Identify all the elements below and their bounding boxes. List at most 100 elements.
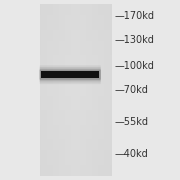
Bar: [40, 136, 112, 139]
Bar: [40, 130, 112, 133]
Bar: [40, 61, 112, 64]
Bar: [40, 27, 112, 30]
Bar: [65, 4, 66, 176]
Bar: [40, 38, 112, 41]
Bar: [40, 110, 112, 113]
Bar: [40, 18, 112, 21]
Bar: [98, 4, 100, 176]
Bar: [40, 64, 112, 67]
Text: —130kd: —130kd: [114, 35, 154, 45]
Text: —55kd: —55kd: [114, 116, 148, 127]
Bar: [40, 107, 112, 110]
Bar: [86, 4, 88, 176]
Bar: [79, 4, 80, 176]
Bar: [40, 122, 112, 125]
Bar: [40, 12, 112, 15]
Bar: [62, 4, 64, 176]
Bar: [40, 90, 112, 93]
Bar: [40, 113, 112, 116]
Text: —170kd: —170kd: [114, 11, 154, 21]
Bar: [40, 73, 112, 76]
Bar: [73, 4, 74, 176]
Bar: [40, 41, 112, 44]
Bar: [74, 4, 76, 176]
Text: —100kd: —100kd: [114, 61, 154, 71]
Bar: [44, 4, 46, 176]
Bar: [40, 84, 112, 87]
Bar: [42, 4, 43, 176]
Bar: [40, 76, 112, 78]
FancyBboxPatch shape: [40, 65, 101, 84]
Bar: [107, 4, 108, 176]
Bar: [40, 50, 112, 53]
Bar: [40, 156, 112, 159]
Bar: [85, 4, 86, 176]
Bar: [40, 53, 112, 55]
Bar: [71, 4, 72, 176]
Bar: [40, 30, 112, 32]
Bar: [40, 102, 112, 104]
Bar: [40, 58, 112, 61]
Bar: [52, 4, 53, 176]
Bar: [40, 67, 112, 70]
Bar: [77, 4, 78, 176]
Bar: [46, 4, 47, 176]
Bar: [88, 4, 89, 176]
Bar: [40, 6, 112, 9]
Bar: [40, 153, 112, 156]
Bar: [40, 125, 112, 127]
Bar: [59, 4, 60, 176]
Bar: [82, 4, 83, 176]
Bar: [40, 35, 112, 38]
Bar: [70, 4, 71, 176]
FancyBboxPatch shape: [41, 71, 99, 78]
Bar: [92, 4, 94, 176]
Bar: [40, 127, 112, 130]
Bar: [72, 4, 73, 176]
Bar: [104, 4, 106, 176]
Bar: [76, 4, 77, 176]
Bar: [66, 4, 67, 176]
Bar: [94, 4, 95, 176]
Bar: [41, 4, 42, 176]
Bar: [61, 4, 62, 176]
Bar: [78, 4, 79, 176]
Bar: [40, 47, 112, 50]
Bar: [43, 4, 44, 176]
Bar: [56, 4, 58, 176]
Bar: [95, 4, 96, 176]
Bar: [40, 81, 112, 84]
Bar: [40, 21, 112, 24]
Bar: [40, 133, 112, 136]
Bar: [103, 4, 104, 176]
Bar: [40, 4, 112, 6]
Bar: [40, 4, 41, 176]
Bar: [97, 4, 98, 176]
Bar: [48, 4, 49, 176]
Bar: [40, 78, 112, 81]
Bar: [49, 4, 50, 176]
Bar: [50, 4, 52, 176]
Bar: [100, 4, 101, 176]
Bar: [102, 4, 103, 176]
Bar: [40, 96, 112, 99]
Bar: [40, 148, 112, 150]
Bar: [40, 119, 112, 122]
Bar: [106, 4, 107, 176]
Bar: [40, 44, 112, 47]
Bar: [54, 4, 55, 176]
Bar: [40, 168, 112, 171]
Bar: [89, 4, 90, 176]
Bar: [40, 150, 112, 153]
Bar: [60, 4, 61, 176]
FancyBboxPatch shape: [40, 67, 101, 82]
Bar: [96, 4, 97, 176]
Bar: [40, 24, 112, 27]
Bar: [64, 4, 65, 176]
Bar: [40, 116, 112, 119]
Bar: [40, 70, 112, 73]
Bar: [40, 162, 112, 165]
Bar: [40, 142, 112, 145]
Bar: [40, 104, 112, 107]
Bar: [101, 4, 102, 176]
